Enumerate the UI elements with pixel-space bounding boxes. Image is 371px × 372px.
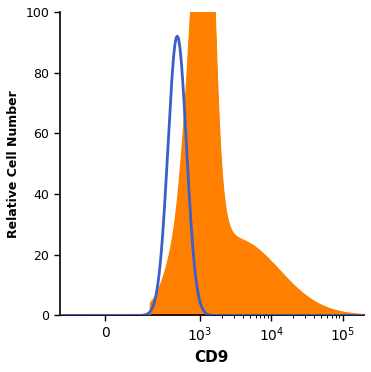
Y-axis label: Relative Cell Number: Relative Cell Number [7, 90, 20, 238]
X-axis label: CD9: CD9 [195, 350, 229, 365]
